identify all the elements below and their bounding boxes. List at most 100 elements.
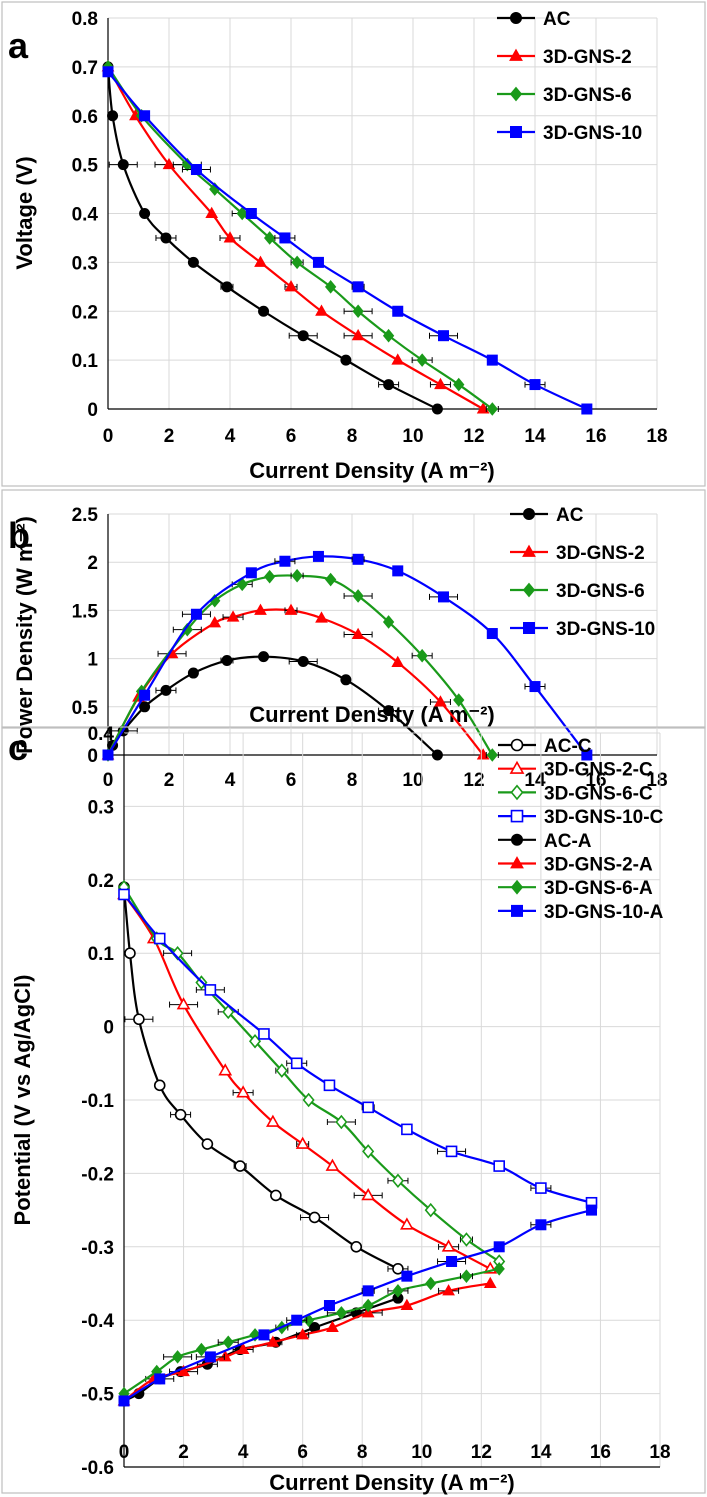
series-3d-gns-6-c	[117, 879, 506, 1269]
data-point	[266, 1114, 280, 1127]
data-point	[118, 888, 130, 901]
data-point	[392, 565, 404, 577]
data-point	[401, 1270, 413, 1282]
y-tick-label: 0.5	[72, 698, 99, 719]
series-line	[123, 1209, 592, 1402]
data-point	[245, 567, 257, 579]
x-tick-label: 16	[585, 426, 606, 447]
data-point	[529, 681, 541, 693]
data-point	[187, 256, 199, 268]
data-point	[324, 572, 337, 587]
x-tick-label: 16	[590, 1442, 611, 1463]
data-point	[218, 1063, 233, 1076]
data-point	[362, 1298, 374, 1313]
series-ac-c	[118, 881, 409, 1275]
data-point	[416, 353, 428, 367]
data-point	[160, 232, 172, 244]
series-3d-gns-10-c	[118, 888, 598, 1209]
data-point	[335, 1114, 348, 1130]
data-point	[174, 1108, 187, 1121]
data-point	[335, 1306, 348, 1320]
data-point	[486, 628, 498, 640]
data-point	[431, 749, 443, 761]
data-point	[187, 667, 199, 679]
data-point	[139, 701, 151, 713]
data-point	[205, 206, 219, 218]
x-tick-label: 6	[286, 426, 297, 447]
series-3d-gns-2	[101, 603, 490, 760]
x-tick-label: 2	[164, 426, 175, 447]
x-tick-label: 6	[297, 1442, 308, 1463]
series-3d-gns-10	[102, 66, 593, 415]
data-point	[139, 689, 151, 701]
data-point	[486, 354, 498, 366]
legend-label: AC-C	[544, 736, 592, 757]
series-3d-gns-10-a	[118, 1204, 598, 1407]
x-tick-label: 18	[649, 1442, 670, 1463]
legend-marker	[509, 86, 523, 102]
data-point	[400, 1217, 414, 1230]
data-point	[535, 1219, 547, 1231]
data-point	[254, 255, 267, 267]
data-point	[362, 1285, 374, 1297]
legend-label: 3D-GNS-10-C	[544, 807, 664, 828]
x-tick-label: 10	[402, 426, 423, 447]
data-point	[438, 591, 449, 603]
x-tick-label: 4	[225, 426, 236, 447]
x-tick-label: 10	[402, 770, 423, 791]
data-point	[162, 157, 176, 170]
y-tick-label: 2.5	[72, 505, 99, 526]
data-point	[102, 66, 114, 78]
data-point	[383, 705, 395, 717]
data-point	[483, 1276, 497, 1288]
data-point	[236, 577, 248, 592]
x-tick-label: 0	[103, 426, 114, 447]
data-point	[226, 610, 240, 622]
data-point	[204, 984, 217, 996]
data-point	[297, 330, 309, 342]
legend-label: 3D-GNS-2-A	[544, 855, 653, 876]
y-tick-label: 0.1	[72, 351, 99, 372]
data-point	[352, 589, 364, 603]
data-point	[391, 655, 405, 667]
data-point	[340, 674, 352, 686]
data-point	[352, 304, 364, 319]
x-axis-label: Current Density (A m⁻²)	[249, 702, 494, 727]
x-tick-label: 8	[357, 1442, 368, 1463]
x-tick-label: 12	[471, 1442, 492, 1463]
data-point	[352, 553, 364, 565]
legend-marker	[523, 508, 535, 520]
data-point	[291, 255, 303, 270]
data-point	[445, 1145, 458, 1158]
data-point	[382, 615, 395, 629]
y-tick-label: -0.4	[81, 1311, 114, 1332]
data-point	[153, 932, 166, 945]
y-tick-label: 0	[103, 1018, 114, 1039]
legend-marker	[509, 48, 523, 61]
y-tick-label: 0.3	[88, 797, 114, 818]
y-tick-label: -0.1	[81, 1091, 114, 1112]
y-tick-label: 0.7	[72, 58, 98, 79]
legend: AC 3D-GNS-2 3D-GNS-6 3D-GNS-10	[497, 9, 642, 144]
data-point	[302, 1313, 315, 1327]
data-point	[195, 1342, 208, 1357]
x-tick-label: 8	[347, 426, 358, 447]
data-point	[308, 1211, 321, 1224]
x-tick-label: 4	[225, 770, 236, 791]
x-tick-label: 6	[286, 770, 297, 791]
legend-label: AC	[556, 505, 584, 526]
data-point	[493, 1241, 505, 1253]
data-point	[401, 1123, 413, 1136]
data-point	[263, 569, 276, 584]
y-axis-label: Power Density (W m⁻²)	[12, 516, 37, 754]
data-point	[453, 377, 465, 392]
data-point	[153, 1079, 166, 1092]
data-point	[302, 1092, 315, 1108]
legend-marker	[510, 738, 524, 752]
legend-label: 3D-GNS-2	[556, 543, 645, 564]
data-point	[442, 1284, 455, 1296]
data-point	[171, 1350, 184, 1364]
legend-marker	[510, 12, 522, 24]
data-point	[383, 379, 395, 391]
